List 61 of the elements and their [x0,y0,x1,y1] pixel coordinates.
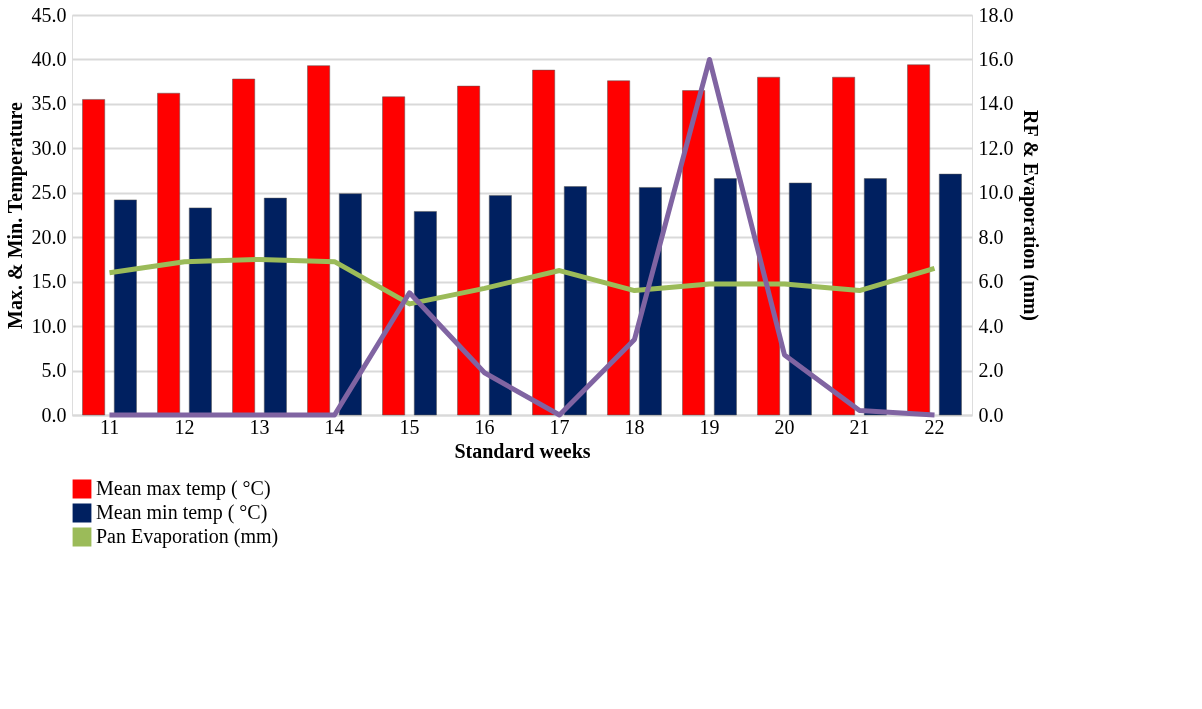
legend-label: Mean max temp ( °C) [96,477,271,500]
y-tick-label: 30.0 [31,136,67,159]
y-tick-label: 40.0 [31,47,67,70]
legend-label: Pan Evaporation (mm) [96,525,279,548]
x-tick-label: 19 [699,415,720,438]
x-tick-label: 11 [99,415,120,438]
x-tick-label: 16 [474,415,495,438]
x-axis-title: Standard weeks [454,439,591,462]
y2-tick-label: 10.0 [978,181,1014,204]
bar [82,99,105,416]
bar [682,90,705,416]
x-tick-label: 12 [174,415,195,438]
bar [714,178,737,416]
x-tick-label: 14 [324,415,345,438]
x-tick-label: 17 [549,415,570,438]
x-tick-label: 15 [399,415,420,438]
bar [189,207,212,416]
bar [757,76,780,416]
y-tick-label: 35.0 [31,92,67,115]
bar [639,187,662,416]
bar [564,186,587,416]
y2-tick-label: 14.0 [978,92,1014,115]
y2-tick-label: 8.0 [978,225,1004,248]
bar [832,76,855,416]
y2-tick-label: 16.0 [978,47,1014,70]
y2-tick-label: 6.0 [978,270,1004,293]
y2-tick-label: 12.0 [978,136,1014,159]
bar [307,65,330,416]
bar [607,80,630,416]
bar [489,195,512,416]
bar [232,78,255,416]
bar [114,199,137,416]
legend-label: Mean min temp ( °C) [96,501,268,524]
y-tick-label: 15.0 [31,270,67,293]
bar [264,197,287,416]
y-axis-title: Max. & Min. Temperature [3,101,27,329]
y2-tick-label: 18.0 [978,3,1014,26]
x-tick-label: 20 [774,415,795,438]
x-tick-label: 18 [624,415,645,438]
bar [532,69,555,416]
bar [939,173,962,416]
bar [457,85,480,416]
bar [414,211,437,416]
x-tick-label: 22 [924,415,945,438]
bar [789,182,812,416]
y-tick-label: 5.0 [41,359,67,382]
bar [157,92,180,416]
y-tick-label: 0.0 [41,403,67,426]
y2-axis-title: RF & Evaporation (mm) [1018,110,1042,321]
y-tick-label: 20.0 [31,225,67,248]
x-tick-label: 21 [849,415,870,438]
x-tick-label: 13 [249,415,270,438]
y2-tick-label: 4.0 [978,314,1004,337]
bar [864,178,887,416]
y-tick-label: 25.0 [31,181,67,204]
y2-tick-label: 2.0 [978,359,1004,382]
bar [382,96,405,416]
bar [339,193,362,416]
y-tick-label: 45.0 [31,3,67,26]
y-tick-label: 10.0 [31,314,67,337]
y2-tick-label: 0.0 [978,403,1004,426]
